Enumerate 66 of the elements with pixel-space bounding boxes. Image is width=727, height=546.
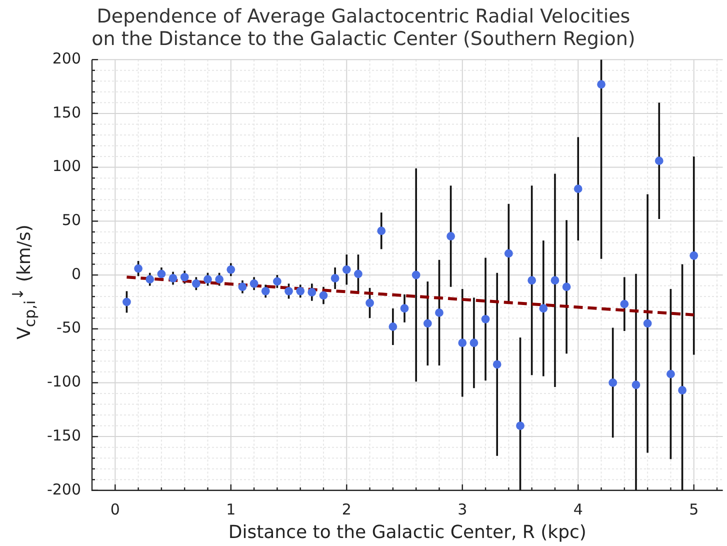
point bbox=[261, 286, 270, 296]
point bbox=[678, 386, 686, 394]
point bbox=[134, 264, 142, 273]
point bbox=[435, 308, 444, 317]
point bbox=[330, 274, 340, 282]
point bbox=[690, 251, 698, 260]
point bbox=[180, 272, 189, 282]
point bbox=[238, 282, 247, 292]
point bbox=[400, 304, 409, 313]
point bbox=[597, 80, 606, 89]
point bbox=[550, 276, 560, 285]
point bbox=[458, 338, 467, 348]
point bbox=[516, 422, 524, 430]
x-tick-label: 2 bbox=[342, 500, 352, 518]
point bbox=[146, 275, 154, 284]
point bbox=[412, 270, 420, 280]
point bbox=[284, 286, 293, 296]
point bbox=[296, 286, 305, 296]
chart-title: Dependence of Average Galactocentric Radial Velocities on the Distance to the Galactic Center (Southern Region) bbox=[92, 5, 636, 50]
point bbox=[654, 156, 664, 166]
point bbox=[620, 300, 629, 308]
point bbox=[157, 270, 166, 278]
point bbox=[632, 380, 640, 390]
x-tick-label: 3 bbox=[458, 500, 468, 518]
y-tick-label: 200 bbox=[52, 49, 81, 68]
point bbox=[215, 275, 224, 284]
y-tick-label: 100 bbox=[52, 157, 81, 176]
x-tick-label: 4 bbox=[573, 500, 583, 518]
point bbox=[666, 370, 675, 378]
point bbox=[504, 249, 513, 258]
point bbox=[122, 298, 131, 306]
point bbox=[168, 274, 178, 282]
point bbox=[574, 184, 582, 194]
point bbox=[528, 276, 536, 285]
point bbox=[481, 314, 490, 324]
x-tick-label: 0 bbox=[110, 500, 120, 518]
point bbox=[366, 298, 374, 308]
point bbox=[423, 319, 432, 328]
y-tick-label: 150 bbox=[52, 103, 81, 122]
point bbox=[643, 319, 652, 328]
point bbox=[377, 226, 386, 236]
x-tick-label: 1 bbox=[226, 500, 236, 518]
point bbox=[539, 304, 548, 313]
y-tick-label: -200 bbox=[46, 480, 81, 498]
point bbox=[354, 270, 362, 278]
point bbox=[470, 338, 478, 348]
point bbox=[192, 279, 200, 288]
point bbox=[204, 275, 212, 284]
y-tick-label: 0 bbox=[71, 264, 81, 283]
point bbox=[342, 265, 351, 274]
point bbox=[388, 322, 398, 331]
point bbox=[272, 277, 282, 286]
y-tick-label: -50 bbox=[56, 318, 81, 337]
point bbox=[608, 378, 618, 387]
point bbox=[250, 279, 258, 288]
point bbox=[562, 282, 571, 292]
y-tick-label: 50 bbox=[62, 211, 81, 230]
point bbox=[319, 291, 328, 300]
y-tick-label: -100 bbox=[46, 372, 81, 391]
point bbox=[226, 265, 236, 274]
x-tick-label: 5 bbox=[689, 500, 699, 518]
point bbox=[492, 360, 502, 369]
x-axis-title: Distance to the Galactic Center, R (kpc) bbox=[228, 522, 586, 543]
point bbox=[446, 232, 456, 240]
point bbox=[308, 288, 316, 296]
y-tick-label: -150 bbox=[46, 426, 81, 444]
